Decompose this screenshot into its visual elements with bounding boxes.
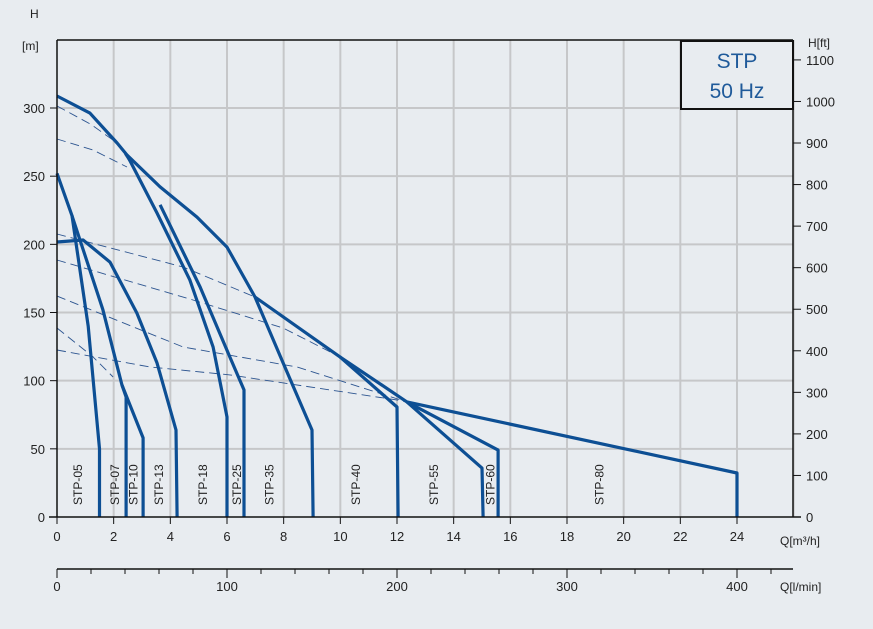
y-axis-title: H [30, 7, 39, 21]
y2-tick-label: 200 [806, 427, 828, 442]
legend-title: STP [717, 50, 758, 73]
series-label-stp-40: STP-40 [349, 464, 363, 505]
y2-tick-label: 700 [806, 219, 828, 234]
series-label-stp-07: STP-07 [108, 464, 122, 505]
y2-tick-label: 300 [806, 385, 828, 400]
legend-frame [680, 40, 794, 110]
curve-stp-18 [125, 154, 229, 517]
series-label-stp-10: STP-10 [126, 464, 140, 505]
curve-stp-25 [158, 204, 246, 517]
x2-tick-label: 300 [556, 579, 578, 594]
series-label-stp-35: STP-35 [262, 464, 276, 505]
x2-tick-label: 400 [726, 579, 748, 594]
curve-stp-40 [254, 295, 400, 518]
x-tick-label: 10 [333, 529, 347, 544]
x2-tick-label: 200 [386, 579, 408, 594]
grid [57, 40, 795, 517]
x-tick-label: 22 [673, 529, 687, 544]
curve-stp-13 [56, 238, 179, 518]
x-tick-label: 24 [730, 529, 744, 544]
y2-tick-label: 1100 [806, 53, 834, 68]
series-label-stp-05: STP-05 [71, 464, 85, 505]
x-tick-label: 16 [503, 529, 517, 544]
curve-stp-80 [406, 400, 739, 517]
x-tick-label: 18 [560, 529, 574, 544]
y-tick-label: 300 [23, 101, 45, 116]
curve-stp-10 [120, 384, 145, 517]
dashed-curve [56, 138, 128, 168]
series-label-stp-18: STP-18 [196, 464, 210, 505]
dashed-curve [56, 295, 408, 403]
series-label-stp-60: STP-60 [483, 464, 497, 505]
y2-tick-label: 1000 [806, 94, 835, 109]
dashed-curve [56, 327, 114, 378]
series-label-stp-25: STP-25 [230, 464, 244, 505]
y-tick-label: 200 [23, 237, 45, 252]
x-tick-label: 2 [110, 529, 117, 544]
y2-tick-label: 0 [806, 510, 813, 525]
legend-subtitle: 50 Hz [710, 80, 765, 103]
y2-tick-label: 100 [806, 468, 828, 483]
y-tick-label: 0 [38, 510, 45, 525]
x-axis-title: Q[m³/h] [780, 534, 820, 548]
x-tick-label: 14 [446, 529, 460, 544]
series-label-stp-55: STP-55 [427, 464, 441, 505]
y-axis-unit: [m] [22, 39, 39, 53]
y-tick-label: 250 [23, 169, 45, 184]
x2-axis-title: Q[l/min] [780, 580, 821, 594]
y2-tick-label: 900 [806, 136, 828, 151]
y-tick-label: 100 [23, 374, 45, 389]
x-tick-label: 0 [53, 529, 60, 544]
dashed-curve [56, 259, 341, 358]
x-tick-label: 20 [616, 529, 630, 544]
series-label-stp-80: STP-80 [593, 464, 607, 505]
y2-tick-label: 400 [806, 344, 828, 359]
y-tick-label: 50 [31, 442, 45, 457]
x-tick-label: 6 [223, 529, 230, 544]
series-labels: STP-05 STP-07 STP-10 STP-13 STP-18 STP-25 STP-… [71, 464, 606, 505]
series-label-stp-13: STP-13 [152, 464, 166, 505]
curve-stp-55 [339, 355, 485, 518]
y-tick-label: 150 [23, 306, 45, 321]
y2-tick-label: 600 [806, 261, 828, 276]
x2-tick-label: 0 [53, 579, 60, 594]
dashed-curve [56, 105, 138, 174]
x-tick-label: 12 [390, 529, 404, 544]
dashed-curve [56, 349, 407, 403]
x-tick-label: 8 [280, 529, 287, 544]
x-tick-label: 4 [167, 529, 174, 544]
y2-tick-label: 800 [806, 178, 828, 193]
x2-tick-label: 100 [216, 579, 238, 594]
curve-stp-05 [55, 172, 102, 517]
curve-stp-35 [56, 94, 315, 518]
pump-curves [55, 94, 739, 518]
y2-tick-label: 500 [806, 302, 828, 317]
curve-stp-60 [406, 400, 500, 517]
legend-box: STP 50 Hz [680, 40, 794, 110]
y2-axis-title: H[ft] [808, 36, 830, 50]
